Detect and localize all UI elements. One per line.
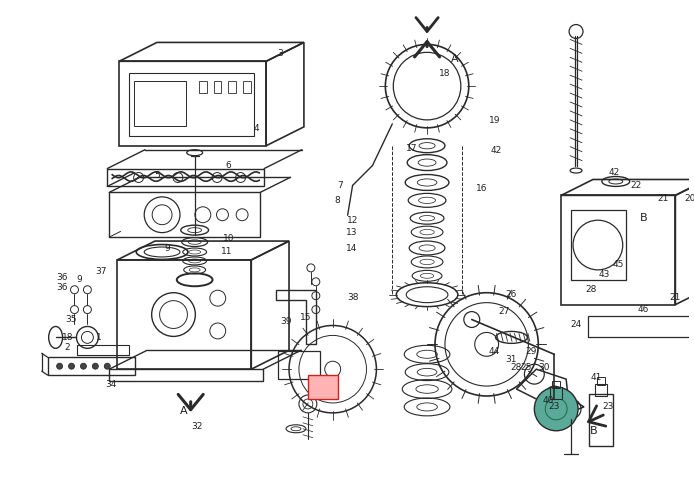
Text: 7: 7 <box>337 181 343 190</box>
Text: 22: 22 <box>630 181 641 190</box>
Text: B: B <box>590 426 598 436</box>
Bar <box>571 210 626 280</box>
Text: 32: 32 <box>191 422 203 432</box>
Text: 24: 24 <box>570 320 582 329</box>
Text: A: A <box>180 406 187 416</box>
Text: 3: 3 <box>277 49 283 58</box>
Text: 31: 31 <box>506 355 517 364</box>
Bar <box>109 369 263 381</box>
Text: 26: 26 <box>506 290 517 299</box>
Text: 37: 37 <box>96 268 107 276</box>
Text: 43: 43 <box>598 270 609 280</box>
Text: 11: 11 <box>221 248 232 256</box>
Text: 42: 42 <box>608 168 620 177</box>
Text: 27: 27 <box>499 307 510 316</box>
Text: 33: 33 <box>316 382 329 392</box>
Text: 18: 18 <box>62 333 74 342</box>
Text: 35: 35 <box>66 315 77 324</box>
Text: 36: 36 <box>56 283 67 292</box>
Circle shape <box>57 363 62 369</box>
Text: 36: 36 <box>56 274 67 282</box>
Bar <box>244 81 251 93</box>
Circle shape <box>104 363 110 369</box>
Text: 30: 30 <box>539 362 550 372</box>
Text: 8: 8 <box>335 196 341 205</box>
Text: 23: 23 <box>602 402 613 411</box>
Bar <box>78 346 129 356</box>
Text: 9: 9 <box>164 244 170 252</box>
Text: 15: 15 <box>300 313 312 322</box>
Text: 28: 28 <box>585 285 597 294</box>
Bar <box>48 358 135 375</box>
Text: 46: 46 <box>638 305 650 314</box>
Bar <box>550 387 562 399</box>
Text: 45: 45 <box>612 260 623 270</box>
Bar <box>228 81 237 93</box>
Text: A: A <box>451 54 459 64</box>
Text: 10: 10 <box>223 234 234 242</box>
Bar <box>595 384 607 396</box>
Bar <box>278 352 320 379</box>
Bar <box>214 81 221 93</box>
Text: 28: 28 <box>511 362 522 372</box>
Text: 9: 9 <box>76 276 83 284</box>
Text: 20: 20 <box>684 194 694 203</box>
Text: 21: 21 <box>658 194 669 203</box>
Circle shape <box>81 363 87 369</box>
Text: 18: 18 <box>439 68 450 78</box>
Text: 40: 40 <box>543 396 554 406</box>
Circle shape <box>92 363 99 369</box>
Text: 17: 17 <box>407 144 418 153</box>
Bar <box>552 381 560 388</box>
Text: 6: 6 <box>226 161 231 170</box>
Circle shape <box>69 363 74 369</box>
Bar <box>198 81 207 93</box>
Text: 34: 34 <box>105 380 117 388</box>
Text: 42: 42 <box>491 146 502 155</box>
Text: 2: 2 <box>65 343 70 352</box>
Bar <box>597 377 605 385</box>
Text: 29: 29 <box>525 347 537 356</box>
Text: B: B <box>640 213 648 223</box>
Bar <box>134 81 186 126</box>
Text: 1: 1 <box>96 333 102 342</box>
Text: 23: 23 <box>548 402 560 411</box>
Circle shape <box>534 387 578 431</box>
Bar <box>589 394 613 446</box>
Text: 14: 14 <box>346 244 357 252</box>
Text: 5: 5 <box>154 171 160 180</box>
Text: 19: 19 <box>489 116 500 126</box>
Text: 16: 16 <box>476 184 487 193</box>
Text: 21: 21 <box>670 293 681 302</box>
Text: 39: 39 <box>280 317 291 326</box>
Text: 13: 13 <box>346 228 357 236</box>
FancyBboxPatch shape <box>308 375 338 399</box>
Bar <box>588 316 694 338</box>
Text: 25: 25 <box>520 362 532 372</box>
Text: 41: 41 <box>590 372 602 382</box>
Text: 44: 44 <box>489 347 500 356</box>
Text: 4: 4 <box>253 124 259 134</box>
Text: 12: 12 <box>347 216 358 224</box>
Bar <box>129 73 254 136</box>
Text: 38: 38 <box>347 293 358 302</box>
